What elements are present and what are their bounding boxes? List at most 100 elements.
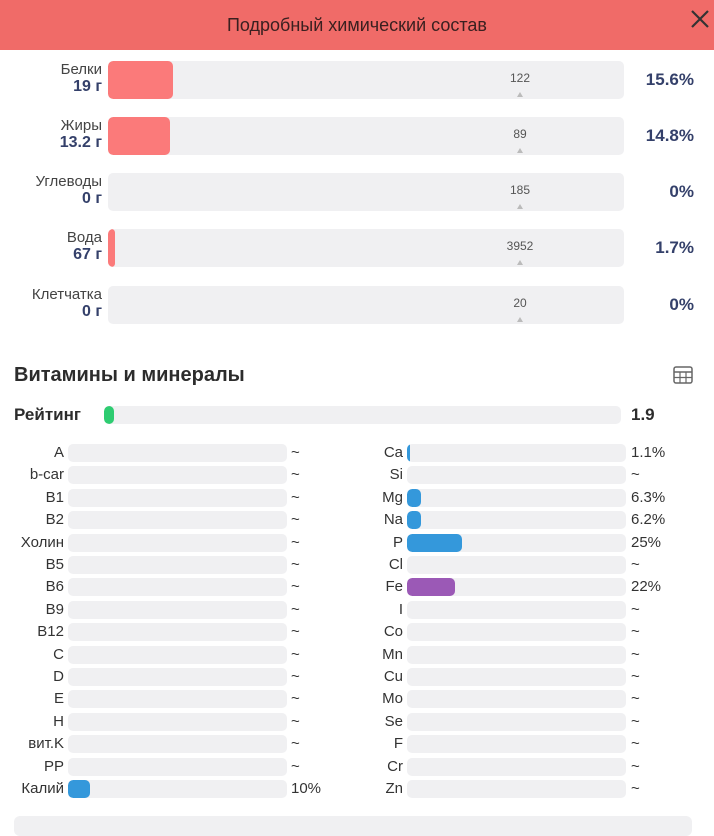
mineral-row: Na 6.2% — [0, 510, 714, 532]
nutrient-name: вит.K — [28, 735, 64, 752]
mineral-row: Co ~ — [0, 622, 714, 644]
nutrient-bar-fill — [407, 578, 455, 596]
nutrient-bar — [68, 444, 287, 462]
macro-label: Белки 19 г — [61, 61, 102, 95]
macro-bar-fill — [108, 229, 115, 267]
rating-value: 1.9 — [631, 405, 655, 424]
nutrient-value: 22% — [631, 578, 662, 595]
nutrient-value: ~ — [291, 623, 300, 640]
macro-name: Углеводы — [35, 173, 102, 190]
nutrient-name: Co — [383, 623, 403, 640]
nutrient-bar — [407, 713, 626, 731]
macro-norm-value: 89 — [513, 127, 527, 141]
nutrient-bar — [68, 690, 287, 708]
nutrient-value: 10% — [291, 780, 322, 797]
nutrient-value: ~ — [631, 668, 640, 685]
macro-name: Белки — [60, 61, 102, 78]
vitamin-row: H ~ — [0, 712, 714, 734]
vitamin-row: PP ~ — [0, 757, 714, 779]
nutrient-bar — [407, 489, 626, 507]
nutrient-value: ~ — [291, 556, 300, 573]
nutrient-bar — [68, 466, 287, 484]
nutrient-bar — [407, 668, 626, 686]
nutrient-value: 1.1% — [631, 444, 666, 461]
nutrient-name: Cu — [383, 668, 403, 685]
nutrient-value: ~ — [291, 735, 300, 752]
nutrient-name: Si — [389, 466, 403, 483]
norm-marker-icon — [517, 148, 523, 153]
vitamin-row: B5 ~ — [0, 555, 714, 577]
vitamin-row: вит.K ~ — [0, 734, 714, 756]
nutrient-name: Mn — [382, 646, 403, 663]
nutrient-value: ~ — [291, 466, 300, 483]
nutrient-bar — [407, 466, 626, 484]
norm-marker-icon — [517, 204, 523, 209]
mineral-row: Cl ~ — [0, 555, 714, 577]
nutrient-bar — [407, 758, 626, 776]
macro-amount: 0 г — [81, 190, 102, 207]
nutrient-value: ~ — [291, 444, 300, 461]
nutrient-name: H — [53, 713, 64, 730]
norm-marker-icon — [517, 92, 523, 97]
nutrient-name: F — [393, 735, 403, 752]
vitamin-row: E ~ — [0, 689, 714, 711]
norm-marker-icon — [517, 317, 523, 322]
nutrient-bar — [407, 511, 626, 529]
nutrient-value: ~ — [291, 690, 300, 707]
nutrient-value: ~ — [631, 623, 640, 640]
nutrient-value: 6.2% — [631, 511, 666, 528]
macro-amount: 13.2 г — [59, 134, 102, 151]
close-icon[interactable] — [688, 7, 712, 31]
nutrient-value: ~ — [631, 735, 640, 752]
nutrient-name: Mo — [382, 690, 403, 707]
macro-row: Белки 19 г 122 15.6% — [0, 61, 714, 101]
nutrient-bar — [68, 668, 287, 686]
mineral-row: Cu ~ — [0, 667, 714, 689]
nutrient-name: E — [53, 690, 64, 707]
nutrient-bar — [68, 713, 287, 731]
nutrient-bar — [407, 556, 626, 574]
nutrient-name: Cr — [387, 758, 403, 775]
nutrient-name: Fe — [385, 578, 403, 595]
vitamin-row: C ~ — [0, 645, 714, 667]
macro-norm-value: 122 — [509, 71, 531, 85]
vitamin-row: b-car ~ — [0, 465, 714, 487]
nutrient-bar — [68, 758, 287, 776]
macro-bar: 89 — [108, 117, 624, 155]
nutrient-bar — [407, 623, 626, 641]
nutrient-bar — [407, 534, 626, 552]
nutrient-bar — [68, 780, 287, 798]
nutrient-name: B12 — [37, 623, 64, 640]
vitamin-row: D ~ — [0, 667, 714, 689]
dialog-header: Подробный химический состав — [0, 0, 714, 50]
nutrient-bar-fill — [407, 534, 462, 552]
nutrient-value: ~ — [631, 601, 640, 618]
nutrient-bar — [407, 690, 626, 708]
bottom-panel — [14, 816, 692, 836]
vitamin-row: B1 ~ — [0, 488, 714, 510]
nutrient-name: Zn — [385, 780, 403, 797]
macro-label: Клетчатка 0 г — [32, 286, 102, 320]
table-icon[interactable] — [672, 364, 694, 386]
nutrient-value: ~ — [291, 511, 300, 528]
nutrient-bar — [68, 623, 287, 641]
vitamin-row: Калий 10% — [0, 779, 714, 801]
vitamin-row: A ~ — [0, 443, 714, 465]
nutrient-bar-fill — [407, 444, 410, 462]
nutrient-name: PP — [43, 758, 64, 775]
macro-row: Углеводы 0 г 185 0% — [0, 173, 714, 213]
nutrient-bar — [68, 646, 287, 664]
dialog-title: Подробный химический состав — [226, 14, 487, 35]
macro-bar: 3952 — [108, 229, 624, 267]
nutrient-bar — [407, 780, 626, 798]
macro-amount: 19 г — [73, 78, 102, 95]
nutrient-value: ~ — [631, 466, 640, 483]
nutrient-value: ~ — [291, 534, 300, 551]
nutrient-name: b-car — [29, 466, 64, 483]
mineral-row: I ~ — [0, 600, 714, 622]
nutrient-value: ~ — [291, 713, 300, 730]
mineral-row: Mo ~ — [0, 689, 714, 711]
nutrient-value: ~ — [631, 713, 640, 730]
vitamins-section-title: Витамины и минералы — [14, 364, 245, 386]
nutrient-name: Se — [384, 713, 403, 730]
